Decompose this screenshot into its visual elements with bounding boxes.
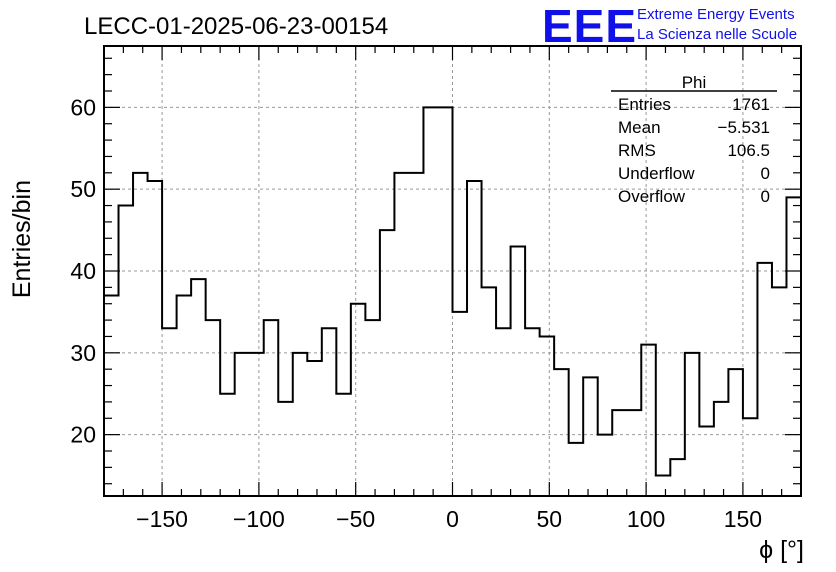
histogram-bin [540,336,555,496]
histogram-outline [103,106,802,496]
histogram-bin [569,443,584,496]
histogram-bin [264,320,279,496]
stats-label-mean: Mean [618,118,661,137]
histogram-bin [409,173,424,496]
histogram-bin [249,353,264,496]
chart-title: LECC-01-2025-06-23-00154 [84,13,388,40]
histogram-bin [336,394,351,496]
stats-label-rms: RMS [618,141,656,160]
histogram-bin [119,206,134,496]
x-tick-label: 0 [446,506,459,532]
histogram-bin [743,418,758,496]
histogram-bin [757,263,772,496]
stats-label-overflow: Overflow [618,187,686,206]
logo-text: EEE [542,0,637,52]
x-tick-labels: −150 −100 −50 0 50 100 150 [136,506,762,532]
histogram-bin [656,476,671,496]
y-tick-label: 50 [70,176,96,202]
histogram-bin [191,279,206,496]
histogram-bin [714,402,729,496]
histogram-bin [641,345,656,496]
logo-line-2: La Scienza nelle Scuole [637,26,797,43]
stats-value-mean: −5.531 [718,118,770,137]
x-tick-label: 50 [537,506,563,532]
histogram-bin [380,230,395,496]
histogram-bin [293,353,308,496]
histogram-bin [307,361,322,496]
y-tick-labels: 20 30 40 50 60 [70,94,96,447]
x-tick-label: 100 [627,506,665,532]
histogram-bin [438,107,453,496]
x-axis-label: ϕ [°] [759,536,804,564]
y-tick-label: 60 [70,94,96,120]
plot-frame [103,45,802,497]
histogram-bin [162,328,177,496]
histogram-bin [554,369,569,496]
y-tick-label: 30 [70,340,96,366]
histogram-bin [612,410,627,496]
histogram-bin [423,107,438,496]
histogram-bin [699,426,714,496]
histogram-bin [322,328,337,496]
histogram-bin [525,328,540,496]
histogram-bin [772,287,787,496]
stats-value-rms: 106.5 [727,141,770,160]
x-tick-label: −100 [233,506,285,532]
histogram-bin [598,435,613,496]
histogram-bin [627,410,642,496]
x-tick-label: 150 [724,506,762,532]
histogram-bin [235,353,250,496]
histogram-bin [511,246,526,496]
stats-value-underflow: 0 [761,164,770,183]
stats-label-underflow: Underflow [618,164,695,183]
histogram-bin [104,296,119,496]
histogram-bin [220,394,235,496]
histogram-layer [103,106,802,496]
stats-box: Phi Entries 1761 Mean −5.531 RMS 106.5 U… [611,73,777,206]
stats-box-title: Phi [682,73,707,92]
histogram-bin [177,296,192,496]
histogram-bin [670,459,685,496]
x-tick-label: −50 [336,506,375,532]
stats-label-entries: Entries [618,95,671,114]
stats-value-entries: 1761 [732,95,770,114]
histogram-bin [278,402,293,496]
histogram-bin [467,181,482,496]
histogram-bin [453,312,468,496]
y-tick-label: 20 [70,422,96,448]
histogram-bin [148,181,163,496]
histogram-bin [394,173,409,496]
histogram-bin [482,287,497,496]
histogram-bin [583,377,598,496]
histogram-bin [365,320,380,496]
histogram-bin [728,369,743,496]
histogram-bin [685,353,700,496]
stats-value-overflow: 0 [761,187,770,206]
y-axis-label: Entries/bin [8,180,36,298]
axis-ticks [104,46,801,496]
histogram-bin [133,173,148,496]
x-tick-label: −150 [136,506,188,532]
histogram-bin [351,304,366,496]
logo-line-1: Extreme Energy Events [637,6,795,23]
eee-logo: EEE Extreme Energy Events La Scienza nel… [542,0,797,52]
histogram-bin [496,328,511,496]
histogram-bin [206,320,221,496]
y-tick-label: 40 [70,258,96,284]
